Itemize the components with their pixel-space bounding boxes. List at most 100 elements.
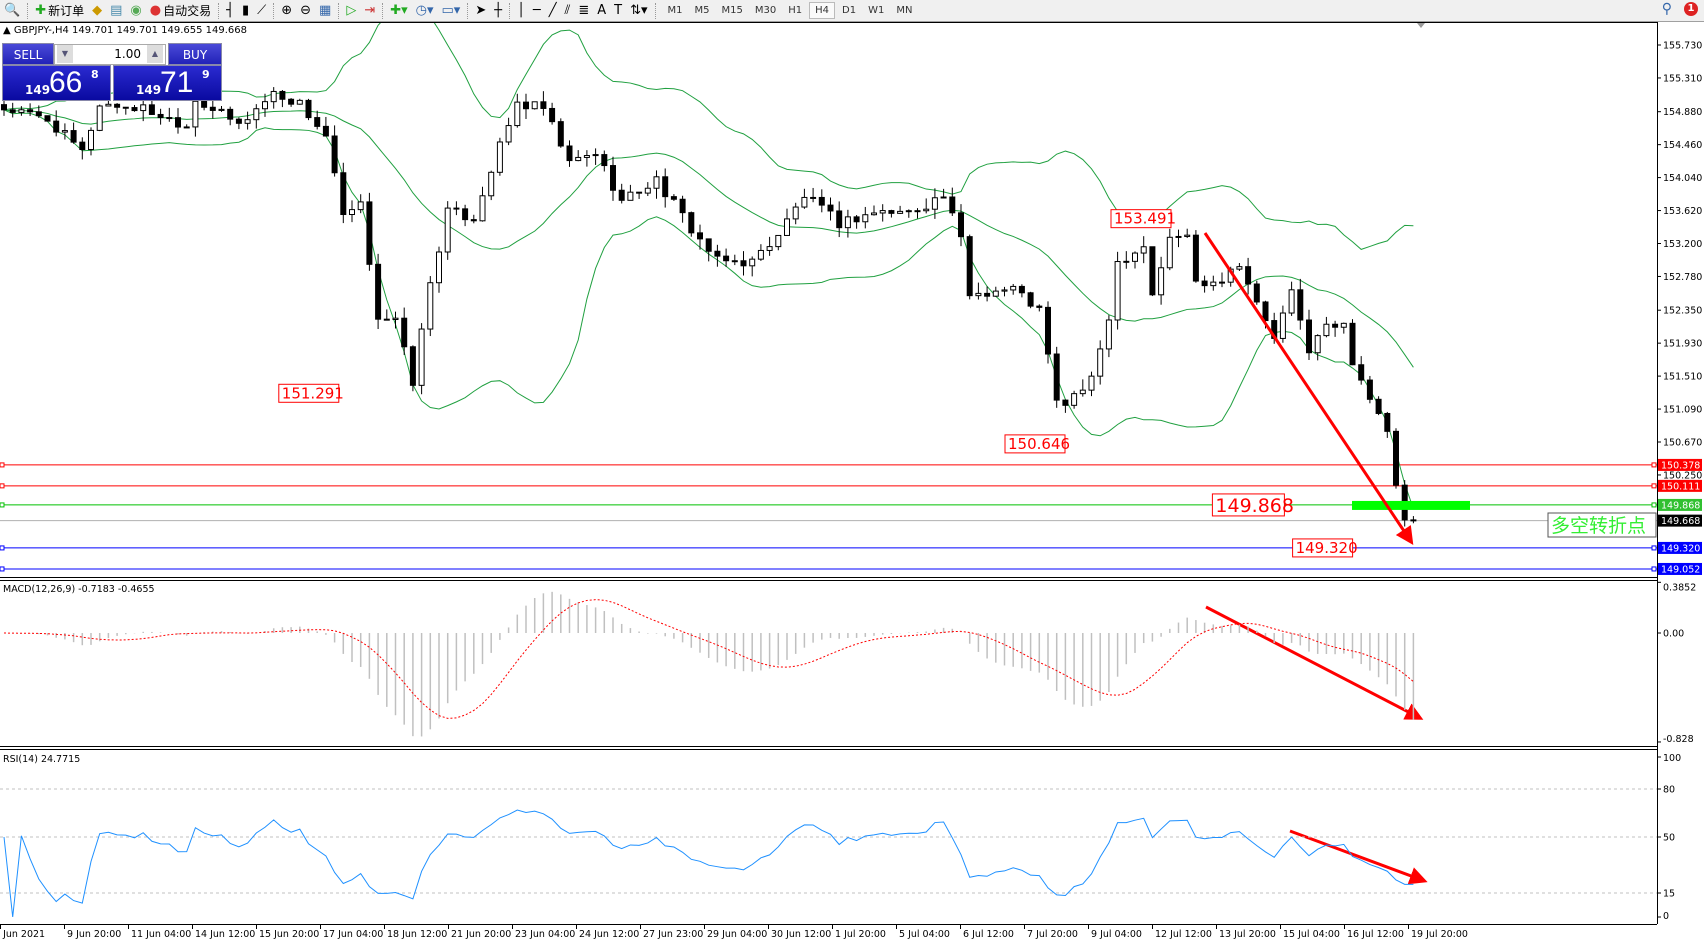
sell-button[interactable]: SELL (2, 43, 54, 65)
candle-body-bear (827, 204, 834, 212)
chart-shift-button[interactable]: ⇥ (360, 1, 379, 21)
candle-body-bear (966, 236, 973, 297)
timeframe-m30[interactable]: M30 (754, 5, 777, 16)
timeframe-h4[interactable]: H4 (809, 2, 836, 19)
price-label-box[interactable] (1292, 538, 1354, 558)
line-handle[interactable] (1651, 483, 1657, 489)
autotrade-label: 自动交易 (163, 4, 212, 18)
equidistant-channel-button[interactable]: ⫽ (561, 1, 575, 21)
candle-body-bear (1410, 519, 1417, 522)
turning-point-label-box[interactable] (1547, 512, 1657, 538)
horizontal-line-button[interactable]: ─ (529, 1, 545, 21)
lot-increase-button[interactable]: ▲ (147, 45, 163, 63)
candle-chart-button[interactable]: ▮ (238, 1, 253, 21)
autotrade-button[interactable]: ● 自动交易 (146, 1, 215, 21)
signal-button[interactable]: ◉ (126, 1, 145, 21)
line-chart-button[interactable]: ⟋ (253, 1, 270, 21)
zoom-out-button[interactable]: ⊖ (296, 1, 315, 21)
candle-body-bull (1184, 234, 1191, 237)
timeframe-m5[interactable]: M5 (694, 5, 710, 16)
notification-badge[interactable]: 1 (1684, 2, 1698, 16)
candle (244, 111, 251, 130)
trendline-button[interactable]: ╱ (545, 1, 561, 21)
candle (296, 98, 303, 105)
time-tick-label: 6 Jul 12:00 (963, 929, 1014, 940)
text-label-button[interactable]: T (610, 1, 626, 21)
candle (984, 286, 991, 302)
timeframe-d1[interactable]: D1 (842, 5, 857, 16)
crosshair-button[interactable]: ┼ (490, 1, 506, 21)
rsi-tick-label: 15 (1663, 889, 1675, 900)
time-tick-label: 17 Jun 04:00 (323, 929, 383, 940)
price-badge (1658, 541, 1702, 554)
candle-body-bear (1349, 322, 1356, 366)
line-handle[interactable] (1651, 502, 1657, 508)
rsi-divergence-arrow[interactable] (1289, 829, 1428, 885)
line-handle[interactable] (1651, 462, 1657, 468)
history-button[interactable]: ▤ (106, 1, 126, 21)
zoom-in-button[interactable]: ⊕ (277, 1, 296, 21)
gold-button[interactable]: ◆ (88, 1, 106, 21)
timeframe-mn[interactable]: MN (896, 5, 913, 16)
candle (1140, 236, 1147, 264)
macd-divergence-arrow[interactable] (1205, 605, 1424, 720)
candle (218, 106, 225, 112)
candle (1288, 281, 1295, 316)
sell-price[interactable]: 149 66 8 (2, 65, 111, 101)
candle (322, 116, 329, 137)
candle (844, 209, 851, 238)
buy-price[interactable]: 149 71 9 (113, 65, 222, 101)
indicators-button[interactable]: ✚▾ (386, 1, 411, 21)
price-label-box[interactable] (1211, 493, 1285, 517)
candle-body-bear (70, 130, 77, 143)
lot-decrease-button[interactable]: ▼ (57, 45, 73, 63)
trend-arrow[interactable] (1203, 232, 1414, 545)
line-handle[interactable] (1651, 545, 1657, 551)
templates-button[interactable]: ▭▾ (438, 1, 465, 21)
text-button[interactable]: A (593, 1, 610, 21)
candle-body-bear (305, 99, 312, 119)
time-tick-label: 12 Jul 12:00 (1155, 929, 1212, 940)
arrows-button[interactable]: ⇅▾ (626, 1, 651, 21)
timeframe-m1[interactable]: M1 (667, 5, 683, 16)
timeframe-w1[interactable]: W1 (868, 5, 885, 16)
line-handle[interactable] (0, 483, 5, 489)
line-handle[interactable] (0, 566, 5, 572)
autoscroll-button[interactable]: ▷ (342, 1, 360, 21)
fibonacci-button[interactable]: ≣ (574, 1, 593, 21)
candle-body-bull (427, 282, 434, 330)
search-icon[interactable]: 🔍 (4, 2, 21, 18)
candle-body-bear (79, 141, 86, 151)
macd-panel (3, 591, 1415, 737)
bar-chart-button[interactable]: ┤ (222, 1, 238, 21)
vertical-line-button[interactable]: │ (513, 1, 529, 21)
cursor-button[interactable]: ➤ (471, 1, 490, 21)
price-label-box[interactable] (1004, 434, 1066, 454)
price-label-box[interactable] (1110, 209, 1172, 229)
candle-body-bear (1219, 281, 1225, 284)
chart-shift-marker[interactable] (1417, 23, 1425, 28)
candle-body-bull (418, 328, 425, 386)
collapse-arrow-icon[interactable]: ▲ (3, 25, 14, 36)
line-handle[interactable] (1651, 566, 1657, 572)
price-label-box[interactable] (278, 383, 340, 403)
text-label-icon: T (614, 2, 623, 18)
buy-button[interactable]: BUY (168, 43, 222, 65)
zoom-in-icon: ⊕ (281, 2, 293, 18)
timeframe-h1[interactable]: H1 (788, 5, 803, 16)
candle (1071, 390, 1078, 409)
price-label-text: 149.320 (1296, 539, 1358, 557)
arrows-icon: ⇅▾ (630, 2, 648, 18)
timeframe-m15[interactable]: M15 (721, 5, 743, 16)
line-handle[interactable] (0, 545, 5, 551)
tile-windows-button[interactable]: ▦ (315, 1, 335, 21)
search-icon[interactable]: ⚲ (1661, 1, 1672, 17)
periods-button[interactable]: ◷▾ (412, 1, 438, 21)
line-handle[interactable] (0, 462, 5, 468)
line-handle[interactable] (0, 502, 5, 508)
rsi-tick-label: 0 (1663, 911, 1669, 922)
lot-size-input[interactable]: 1.00 (54, 44, 166, 65)
candle (705, 238, 712, 262)
new-order-button[interactable]: ✚ 新订单 (31, 1, 88, 21)
